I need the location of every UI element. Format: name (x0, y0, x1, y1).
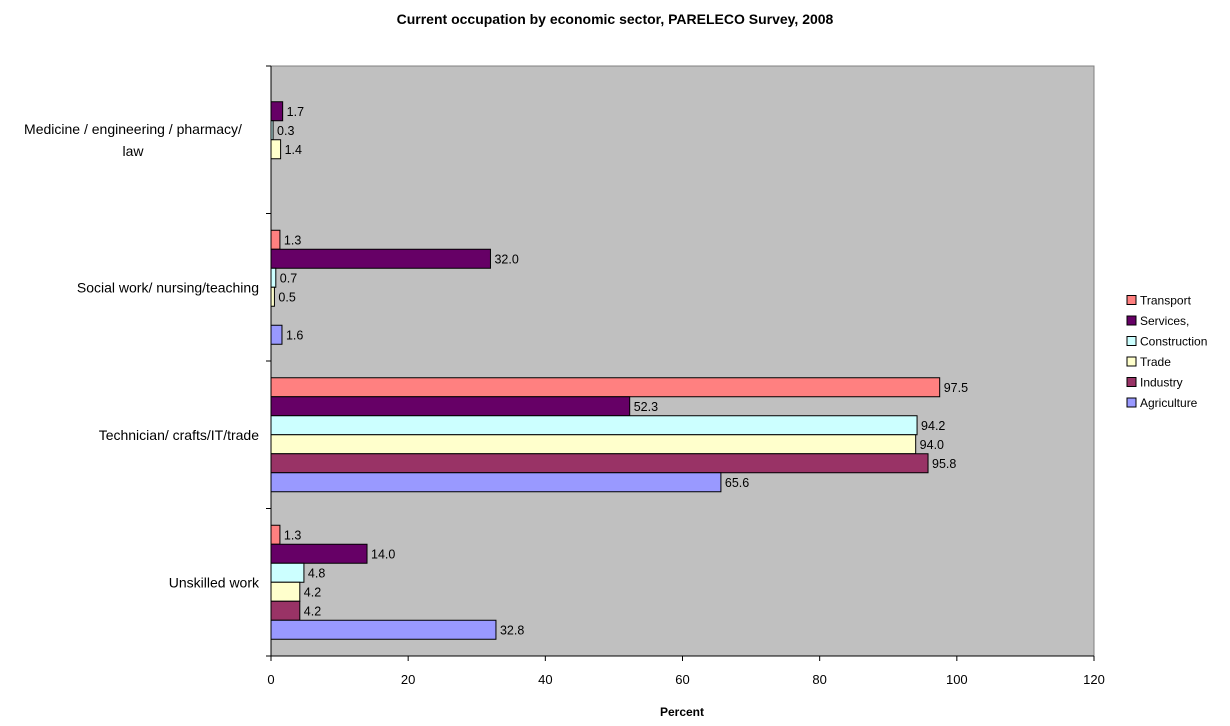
legend-label-services: Services, (1140, 314, 1189, 328)
legend-swatch-trade (1126, 356, 1137, 367)
legend-swatch-agriculture (1126, 397, 1137, 408)
legend-label-industry: Industry (1140, 376, 1183, 390)
x-tick-label: 60 (675, 672, 689, 687)
bar-industry-2 (270, 453, 929, 474)
data-label: 94.2 (921, 419, 945, 433)
bar-construction-1 (270, 267, 277, 288)
data-label: 1.4 (285, 143, 302, 157)
axis-layer: 0 20 40 60 80 100 120 (266, 65, 1105, 687)
bar-services-0 (270, 101, 284, 122)
data-label: 32.8 (500, 623, 524, 637)
legend-label-agriculture: Agriculture (1140, 396, 1198, 410)
legend-label-construction: Construction (1140, 335, 1207, 349)
legend-label-transport: Transport (1140, 294, 1192, 308)
bar-construction-3 (270, 562, 305, 583)
x-tick-label: 0 (267, 672, 274, 687)
bar-transport-1 (270, 229, 281, 250)
bar-transport-3 (270, 524, 281, 545)
category-label: Unskilled work (169, 574, 260, 590)
legend-label-trade: Trade (1140, 355, 1171, 369)
legend-swatch-construction (1126, 336, 1137, 346)
data-label: 0.3 (277, 124, 294, 138)
bar-industry-3 (270, 600, 301, 621)
x-axis-title: Percent (660, 705, 704, 719)
bar-agriculture-3 (270, 619, 497, 640)
data-label: 1.3 (284, 233, 301, 247)
data-label: 94.0 (920, 438, 944, 452)
category-label: Technician/ crafts/IT/trade (99, 427, 260, 443)
legend: Transport Services, Construction Trade Indus… (1126, 294, 1207, 410)
legend-swatch-services (1126, 315, 1137, 326)
legend-swatch-industry (1126, 377, 1137, 387)
data-label: 1.7 (287, 105, 304, 119)
data-label: 95.8 (932, 457, 956, 471)
data-label: 4.8 (308, 566, 325, 580)
data-label: 1.6 (286, 328, 303, 342)
data-label: 4.2 (304, 585, 321, 599)
bar-trade-2 (270, 434, 917, 455)
bar-transport-2 (270, 377, 941, 398)
x-tick-label: 80 (812, 672, 826, 687)
bar-trade-0 (270, 139, 282, 160)
data-label: 0.7 (280, 271, 297, 285)
bar-services-2 (270, 396, 631, 417)
labels-layer: 1.7 0.3 1.4 Medicine / engineering / pharma… (24, 105, 968, 638)
x-tick-label: 40 (538, 672, 552, 687)
bar-agriculture-1 (270, 324, 283, 345)
data-label: 14.0 (371, 547, 395, 561)
bar-agriculture-2 (270, 472, 722, 493)
data-label: 32.0 (494, 252, 518, 266)
bar-services-3 (270, 543, 368, 564)
category-label: Medicine / engineering / pharmacy/law (24, 121, 242, 159)
x-tick-label: 100 (946, 672, 968, 687)
bar-trade-1 (270, 286, 275, 307)
x-tick-label: 20 (401, 672, 415, 687)
data-label: 97.5 (944, 381, 968, 395)
data-label: 65.6 (725, 476, 749, 490)
x-tick-label: 120 (1083, 672, 1105, 687)
data-label: 4.2 (304, 604, 321, 618)
chart-title: Current occupation by economic sector, P… (397, 11, 834, 27)
data-label: 52.3 (634, 400, 658, 414)
bar-construction-2 (270, 415, 918, 436)
bar-services-1 (270, 248, 491, 269)
plot-area (270, 65, 1095, 657)
data-label: 1.3 (284, 528, 301, 542)
bar-trade-3 (270, 581, 301, 602)
legend-swatch-transport (1126, 295, 1137, 305)
category-label: Social work/ nursing/teaching (77, 279, 259, 295)
data-label: 0.5 (278, 290, 295, 304)
bars-layer (270, 101, 941, 640)
